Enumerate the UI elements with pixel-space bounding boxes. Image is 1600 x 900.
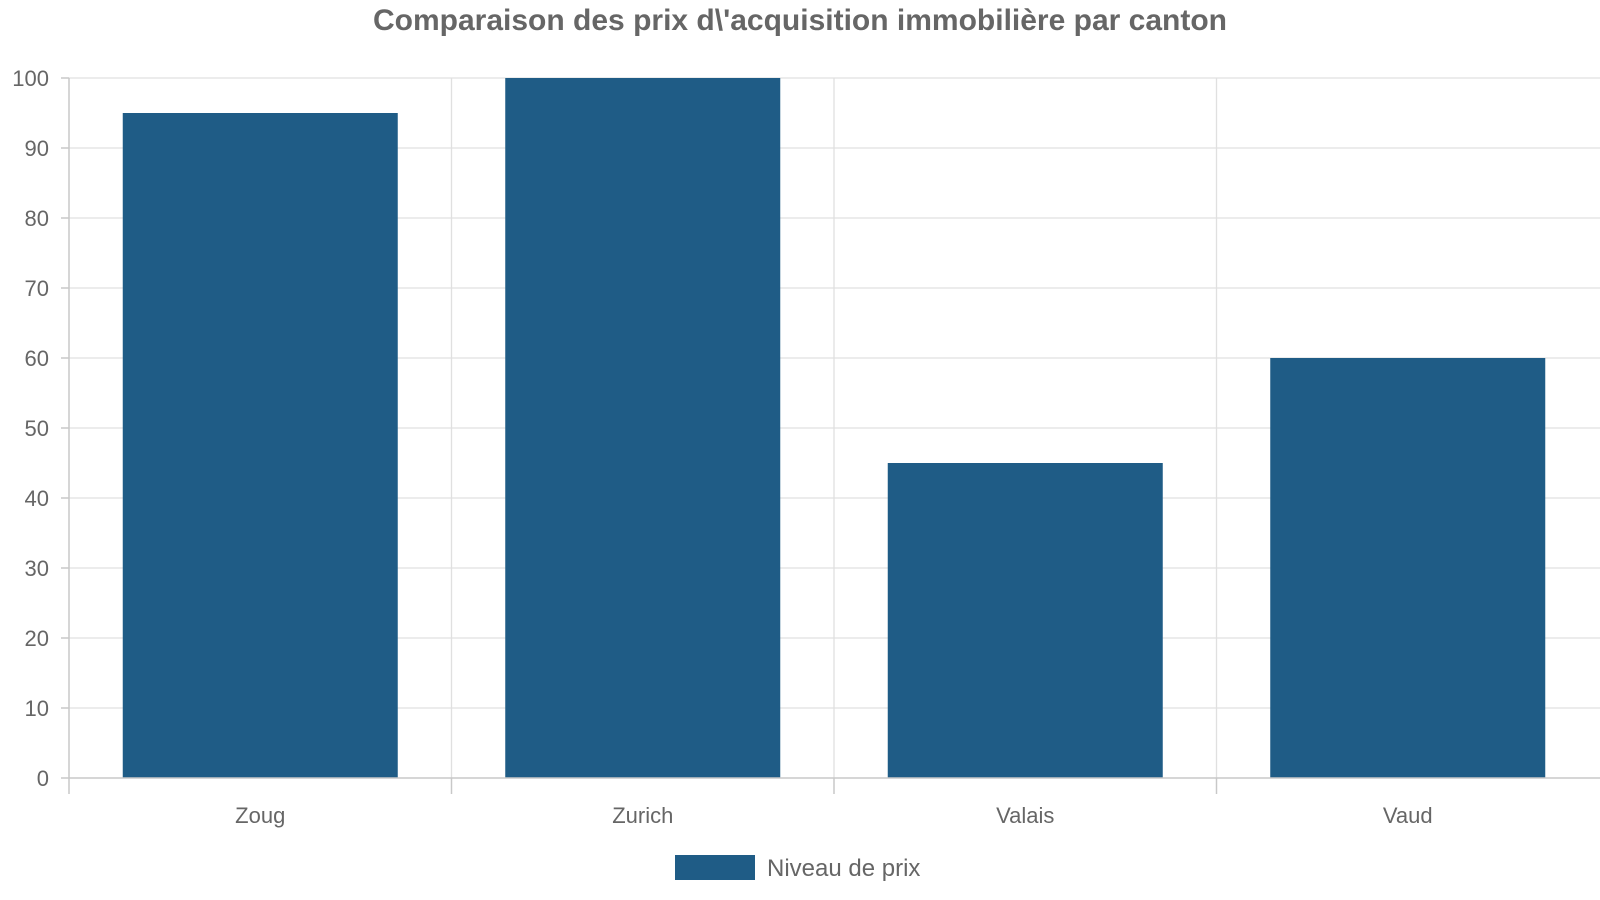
y-tick-label: 50 [25, 416, 49, 441]
legend: Niveau de prix [675, 855, 920, 882]
x-axis-ticks: Zoug Zurich Valais Vaud [235, 803, 1432, 828]
y-tick-label: 60 [25, 346, 49, 371]
chart-title: Comparaison des prix d\'acquisition immo… [373, 4, 1227, 37]
y-tick-label: 30 [25, 556, 49, 581]
bar-valais [887, 463, 1163, 778]
y-tick-label: 20 [25, 626, 49, 651]
y-tick-label: 10 [25, 696, 49, 721]
y-tick-label: 70 [25, 276, 49, 301]
y-tick-label: 100 [12, 66, 49, 91]
legend-label: Niveau de prix [767, 855, 920, 882]
bars [122, 78, 1546, 778]
y-tick-label: 40 [25, 486, 49, 511]
bar-vaud [1270, 358, 1546, 778]
legend-swatch [675, 855, 755, 880]
y-tick-label: 80 [25, 206, 49, 231]
x-tick-label: Valais [996, 803, 1054, 828]
y-axis-ticks: 0 10 20 30 40 50 60 70 80 90 100 [12, 66, 49, 791]
x-tick-label: Zurich [612, 803, 673, 828]
axes [61, 77, 1600, 794]
y-tick-label: 0 [37, 766, 49, 791]
x-tick-label: Vaud [1383, 803, 1433, 828]
x-tick-label: Zoug [235, 803, 285, 828]
y-tick-label: 90 [25, 136, 49, 161]
bar-zurich [505, 78, 781, 778]
bar-zoug [122, 113, 398, 778]
